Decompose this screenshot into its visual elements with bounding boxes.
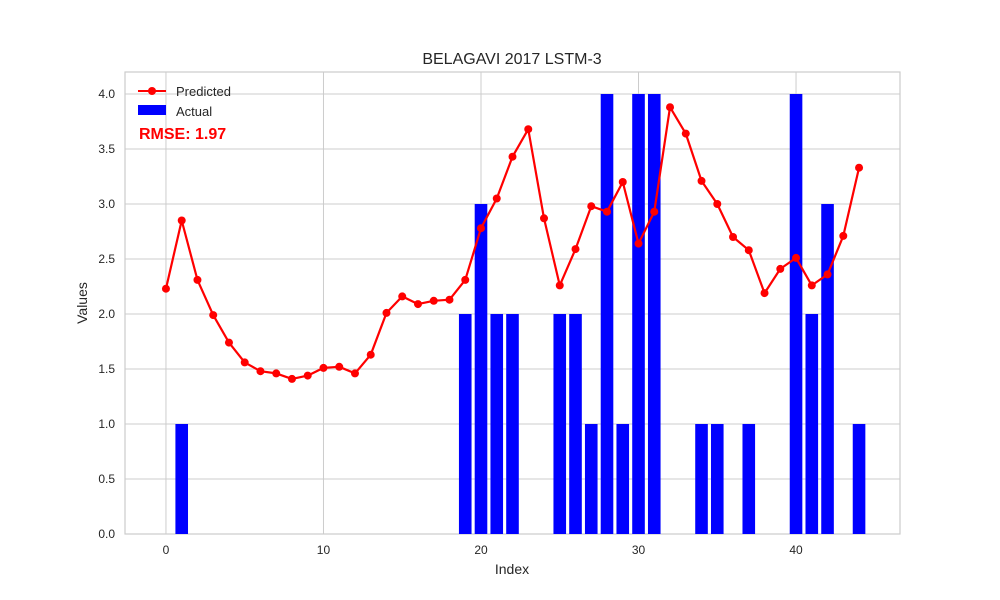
predicted-point [729, 233, 738, 241]
actual-bar [553, 314, 567, 534]
actual-bar [569, 314, 582, 534]
x-tick-label: 20 [474, 543, 488, 557]
predicted-point [760, 289, 769, 298]
y-tick-label: 3.0 [98, 197, 115, 211]
x-tick-label: 10 [317, 543, 331, 557]
predicted-point [839, 231, 848, 240]
predicted-point [492, 194, 501, 203]
predicted-point [555, 281, 564, 290]
predicted-point [855, 163, 864, 172]
predicted-point [398, 292, 407, 301]
predicted-point [382, 308, 391, 317]
x-tick-label: 30 [632, 543, 646, 557]
predicted-point [319, 363, 328, 372]
y-tick-labels: 0.0 0.5 1.0 1.5 2.0 2.5 3.0 3.5 4.0 [98, 87, 115, 541]
predicted-point [224, 338, 233, 347]
actual-bar [805, 314, 819, 534]
rmse-annotation: RMSE: 1.97 [139, 126, 226, 143]
predicted-point [697, 176, 706, 185]
actual-bar [458, 314, 472, 534]
legend-actual-label: Actual [176, 104, 212, 119]
y-tick-label: 0.5 [98, 472, 115, 486]
predicted-point [240, 358, 249, 367]
legend-predicted-label: Predicted [176, 84, 231, 99]
y-tick-label: 1.5 [98, 362, 115, 376]
x-tick-label: 0 [163, 543, 170, 557]
predicted-point [792, 253, 801, 262]
predicted-point [666, 103, 675, 112]
predicted-point [287, 374, 296, 383]
actual-bar [490, 314, 504, 534]
predicted-point [476, 224, 485, 233]
actual-bar [474, 204, 488, 534]
predicted-point [350, 369, 359, 378]
actual-bar [852, 424, 866, 534]
predicted-point [193, 275, 202, 284]
actual-bar [710, 424, 724, 534]
x-axis-label: Index [495, 561, 529, 577]
y-axis-label: Values [74, 282, 90, 324]
actual-bar [632, 94, 645, 534]
x-tick-labels: 0 10 20 30 40 [163, 543, 803, 557]
predicted-point [366, 350, 375, 359]
predicted-point [713, 200, 722, 208]
actual-bar [616, 424, 630, 534]
actual-bar [506, 314, 519, 534]
predicted-point [587, 202, 596, 211]
predicted-point [650, 207, 659, 216]
y-tick-label: 0.0 [98, 527, 115, 541]
predicted-point [681, 129, 690, 138]
legend: Predicted Actual [138, 84, 231, 119]
y-tick-label: 1.0 [98, 417, 115, 431]
predicted-point [776, 264, 785, 273]
predicted-point [256, 367, 265, 376]
predicted-point [540, 214, 549, 223]
y-tick-label: 4.0 [98, 87, 115, 101]
y-tick-label: 3.5 [98, 142, 115, 156]
y-tick-label: 2.0 [98, 307, 115, 321]
predicted-line [161, 103, 864, 383]
actual-bar [695, 424, 708, 534]
predicted-point [508, 152, 517, 161]
predicted-point [618, 178, 627, 186]
y-tick-label: 2.5 [98, 252, 115, 266]
predicted-point [634, 239, 643, 248]
predicted-point [571, 245, 580, 254]
predicted-point [429, 296, 438, 305]
legend-actual-swatch [138, 105, 166, 115]
x-tick-label: 40 [789, 543, 803, 557]
actual-bar [584, 424, 598, 534]
actual-bar [600, 94, 614, 534]
predicted-point [209, 311, 218, 320]
actual-bar [647, 94, 661, 534]
chart-title: BELAGAVI 2017 LSTM-3 [422, 51, 601, 68]
predicted-point [461, 275, 470, 284]
predicted-point [272, 369, 281, 378]
predicted-point [524, 125, 533, 134]
actual-bars [175, 94, 866, 534]
actual-bar [175, 424, 189, 534]
predicted-point [335, 362, 344, 371]
actual-bar [821, 204, 834, 534]
predicted-point [161, 284, 170, 293]
predicted-point [603, 207, 612, 216]
predicted-point [823, 270, 832, 279]
predicted-point [177, 216, 186, 225]
predicted-point [744, 246, 753, 255]
actual-bar [742, 424, 756, 534]
predicted-point [413, 300, 422, 309]
predicted-point [445, 295, 454, 304]
actual-bar [789, 94, 803, 534]
legend-predicted-marker [148, 87, 156, 95]
predicted-point [303, 371, 312, 380]
predicted-point [807, 281, 816, 290]
